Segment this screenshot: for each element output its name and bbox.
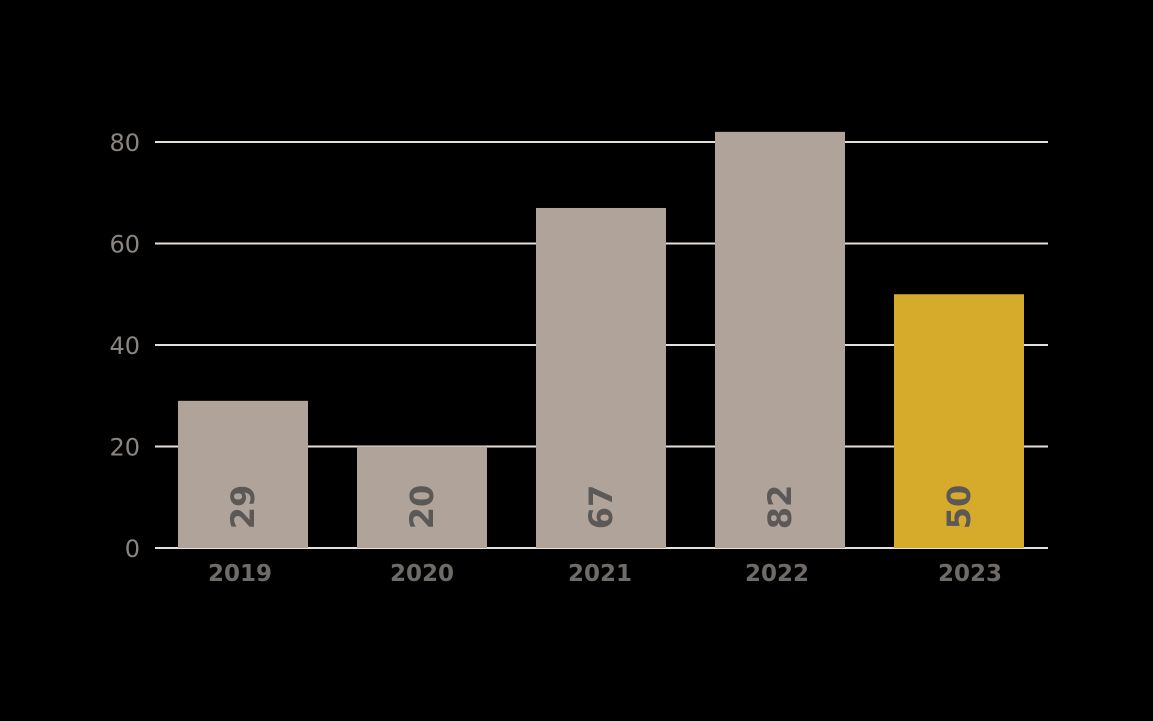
x-tick-label: 2022 <box>745 561 809 587</box>
y-tick-label: 40 <box>109 332 140 360</box>
data-label: 20 <box>403 485 441 530</box>
y-tick-label: 20 <box>109 434 140 462</box>
bars <box>178 131 1024 548</box>
bar-2021 <box>536 207 666 548</box>
bar-2023 <box>894 294 1024 548</box>
bar-2019 <box>178 400 308 548</box>
x-tick-label: 2019 <box>208 561 272 587</box>
data-label: 29 <box>224 485 262 530</box>
y-tick-label: 80 <box>109 129 140 157</box>
bar-2022 <box>715 131 845 548</box>
data-labels: 29 20 67 82 50 <box>224 485 978 530</box>
y-axis-ticks: 0 20 40 60 80 <box>109 129 140 563</box>
data-label: 82 <box>761 485 799 530</box>
y-tick-label: 0 <box>125 535 140 563</box>
x-tick-label: 2023 <box>938 561 1002 587</box>
x-tick-label: 2020 <box>390 561 454 587</box>
bar-2020 <box>357 446 487 548</box>
x-axis-ticks: 2019 2020 2021 2022 2023 <box>208 561 1002 587</box>
y-tick-label: 60 <box>109 231 140 259</box>
data-label: 67 <box>582 485 620 530</box>
x-tick-label: 2021 <box>568 561 632 587</box>
data-label: 50 <box>940 485 978 530</box>
